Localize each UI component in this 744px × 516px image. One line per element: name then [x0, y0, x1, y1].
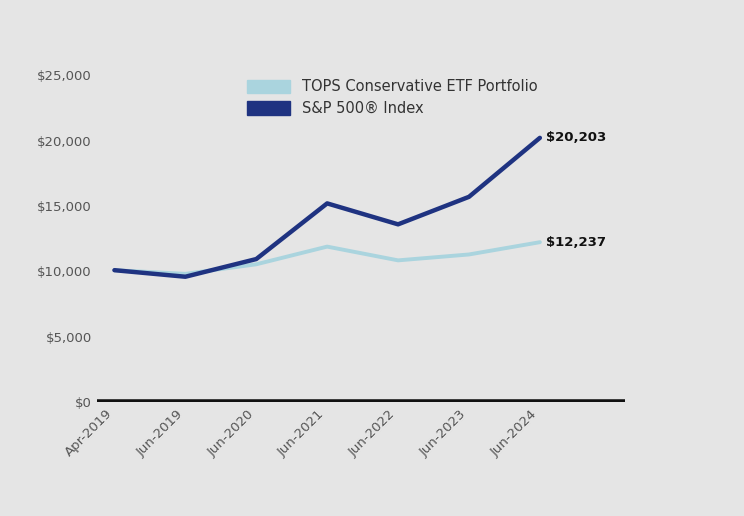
Text: $12,237: $12,237 — [545, 236, 606, 249]
Legend: TOPS Conservative ETF Portfolio, S&P 500® Index: TOPS Conservative ETF Portfolio, S&P 500… — [247, 79, 538, 116]
Text: $20,203: $20,203 — [545, 132, 606, 144]
